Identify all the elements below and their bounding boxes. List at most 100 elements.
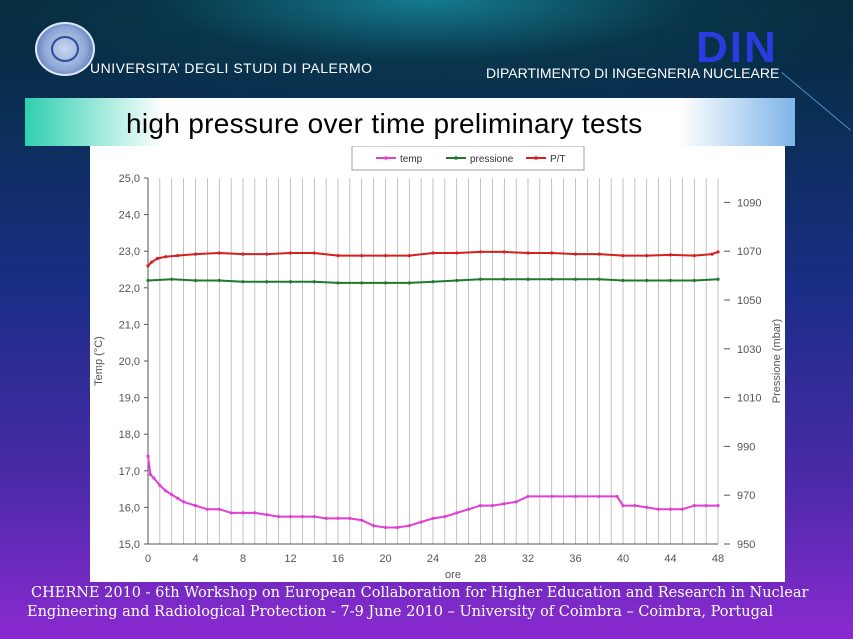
data-point (692, 278, 696, 283)
data-point (597, 277, 601, 281)
data-point (573, 277, 578, 281)
data-point (217, 507, 221, 511)
data-point (455, 278, 459, 283)
data-point (146, 454, 150, 458)
y-right-tick-label: 970 (737, 490, 755, 502)
y-right-tick-label: 1010 (737, 393, 761, 405)
title-bar (25, 98, 795, 146)
y-left-axis-title: Temp (°C) (93, 336, 105, 386)
footer-line-1: CHERNE 2010 - 6th Workshop on European C… (31, 585, 809, 601)
department-name: DIPARTIMENTO DI INGEGNERIA NUCLEARE (486, 65, 780, 81)
data-point (502, 502, 506, 506)
data-point (455, 251, 459, 255)
data-point (645, 278, 649, 283)
x-tick-label: 48 (712, 553, 724, 565)
data-point (164, 255, 168, 259)
legend-marker (384, 156, 388, 160)
x-tick-label: 16 (332, 553, 344, 565)
x-tick-label: 28 (474, 553, 486, 565)
data-point (182, 500, 186, 504)
data-point (621, 278, 625, 283)
data-point (419, 520, 423, 524)
data-point (158, 483, 162, 488)
header-background (0, 0, 853, 95)
data-point (573, 494, 578, 499)
series-temp (146, 454, 720, 530)
x-axis-title: ore (445, 569, 461, 581)
data-point (217, 278, 221, 283)
y-right-tick-label: 1070 (737, 246, 761, 258)
y-right-tick-label: 1050 (737, 295, 761, 307)
legend-label: P/T (550, 154, 566, 165)
x-tick-label: 20 (379, 553, 391, 565)
data-point (148, 472, 152, 477)
y-left-tick-label: 23,0 (119, 246, 140, 258)
legend-label: pressione (470, 154, 514, 165)
data-point (155, 256, 160, 261)
data-point (716, 277, 720, 281)
data-point (312, 514, 316, 519)
y-right-tick-label: 950 (737, 539, 755, 551)
data-point (455, 511, 459, 515)
data-point (241, 280, 245, 284)
data-point (164, 489, 168, 493)
data-point (217, 251, 221, 255)
university-name: UNIVERSITA’ DEGLI STUDI DI PALERMO (90, 60, 373, 76)
data-point (621, 503, 625, 508)
data-point (526, 494, 530, 499)
x-tick-label: 36 (569, 553, 581, 565)
data-point (502, 250, 506, 254)
y-left-tick-label: 19,0 (119, 393, 140, 405)
data-point (312, 280, 316, 284)
data-point (360, 281, 364, 285)
data-point (407, 253, 411, 258)
data-point (615, 494, 619, 499)
data-point (324, 516, 328, 520)
data-point (312, 251, 316, 255)
data-point (360, 518, 364, 522)
data-point (383, 253, 388, 258)
data-point (502, 277, 506, 281)
data-point (597, 494, 601, 499)
data-point (716, 250, 720, 254)
data-point (265, 513, 269, 517)
series-line (147, 456, 718, 529)
chart-svg: 25,0 24,0 23,0 22,0 21,0 20,0 19,0 18,0 17,0 16,0… (93, 145, 783, 581)
data-point (621, 253, 625, 258)
series-layer (146, 250, 720, 530)
data-point (431, 516, 435, 520)
data-point (467, 507, 471, 511)
data-point (716, 503, 720, 508)
y-left-tick-label: 18,0 (119, 429, 140, 441)
data-point (431, 280, 435, 284)
data-point (668, 507, 673, 511)
legend-marker (454, 156, 458, 160)
y-right-tick-label: 1030 (737, 344, 761, 356)
legend-marker (534, 156, 538, 160)
series-pressione (146, 277, 720, 285)
data-point (152, 476, 156, 480)
data-point (395, 525, 399, 530)
data-point (193, 278, 198, 283)
data-point (360, 253, 364, 258)
data-point (526, 251, 530, 255)
data-point (645, 505, 649, 509)
x-tick-label: 12 (284, 553, 296, 565)
data-point (372, 524, 376, 528)
series-pt (146, 250, 720, 268)
y-left-tick-label: 21,0 (119, 319, 140, 331)
data-point (149, 260, 154, 264)
x-tick-label: 44 (664, 553, 676, 565)
slide-title: high pressure over time preliminary test… (126, 108, 643, 139)
data-point (176, 496, 180, 500)
data-point (288, 251, 293, 255)
legend-layer: temp pressione P/T (351, 145, 585, 171)
y-right-axis-title: Pressione (mbar) (771, 319, 783, 403)
y-right-tick-label: 990 (737, 441, 755, 453)
y-left-tick-label: 17,0 (119, 466, 140, 478)
data-point (288, 280, 293, 284)
x-tick-label: 8 (240, 553, 246, 565)
x-tick-label: 32 (522, 553, 534, 565)
seal-ring-icon (51, 36, 79, 62)
data-point (229, 511, 233, 515)
